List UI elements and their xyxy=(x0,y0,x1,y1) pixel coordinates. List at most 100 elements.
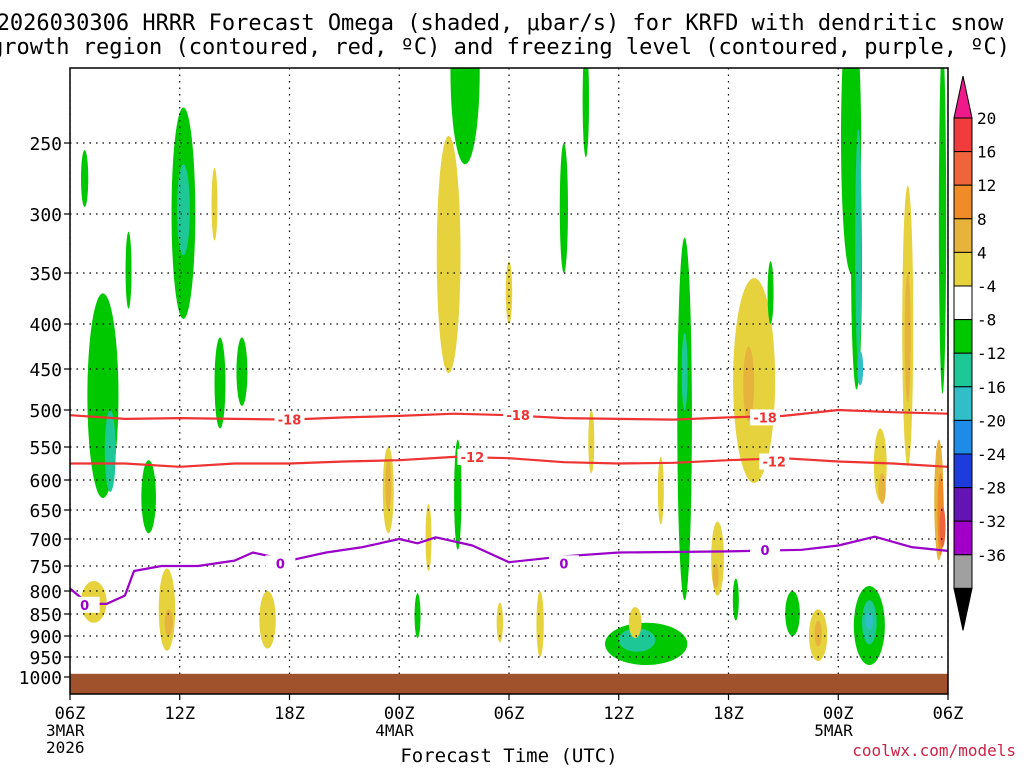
y-tick-label: 350 xyxy=(29,264,62,285)
omega-region xyxy=(559,143,568,273)
y-tick-label: 750 xyxy=(29,557,62,578)
omega-region xyxy=(767,261,774,324)
colorbar: 20 16 12 8 4 -4 -8 -12 -16 -20 -24 -28 -32 -36 xyxy=(953,75,1006,631)
y-tick-label: 400 xyxy=(29,315,62,336)
chart-title-line2: growth region (contoured, red, ºC) and f… xyxy=(0,35,1010,60)
y-tick-label: 900 xyxy=(29,627,62,648)
x-tick-date: 4MAR xyxy=(375,721,414,740)
colorbar-segment xyxy=(953,218,973,253)
colorbar-label: -28 xyxy=(977,479,1006,498)
y-tick-label: 500 xyxy=(29,401,62,422)
freezing-level-label-bg xyxy=(265,555,296,572)
dgz-isotherm-label: -12 xyxy=(762,456,786,471)
omega-region xyxy=(865,611,874,630)
x-tick-date: 3MAR xyxy=(46,721,85,740)
colorbar-segment xyxy=(953,419,973,455)
omega-region xyxy=(857,351,864,386)
grid-lines xyxy=(70,68,948,694)
omega-region xyxy=(385,460,392,510)
freezing-level-label-bg xyxy=(548,555,579,572)
colorbar-label: 8 xyxy=(977,210,987,229)
omega-region xyxy=(904,273,911,402)
y-tick-label: 450 xyxy=(29,360,62,381)
y-tick-label: 600 xyxy=(29,471,62,492)
omega-region xyxy=(618,628,656,652)
colorbar-segment xyxy=(953,487,973,522)
colorbar-label: -4 xyxy=(977,277,996,296)
omega-region xyxy=(236,337,248,406)
omega-region xyxy=(681,333,688,410)
x-tick-label: 00Z xyxy=(384,704,415,724)
colorbar-label: -12 xyxy=(977,344,1006,363)
y-tick-label: 850 xyxy=(29,605,62,626)
omega-region xyxy=(104,410,116,492)
colorbar-segment xyxy=(953,554,973,589)
colorbar-segment xyxy=(953,285,973,321)
omega-region xyxy=(259,591,276,649)
omega-region xyxy=(855,128,862,360)
x-tick-label: 18Z xyxy=(274,704,305,724)
x-tick-label: 12Z xyxy=(164,704,195,724)
x-tick-date: 5MAR xyxy=(814,721,853,740)
colorbar-label: 4 xyxy=(977,243,987,262)
x-axis-label: Forecast Time (UTC) xyxy=(400,745,617,767)
omega-region xyxy=(80,150,89,207)
colorbar-label: -36 xyxy=(977,546,1006,565)
x-tick-label: 12Z xyxy=(603,704,634,724)
colorbar-label: 16 xyxy=(977,143,996,162)
omega-region xyxy=(436,135,461,374)
omega-region xyxy=(732,578,739,621)
omega-region xyxy=(450,68,480,165)
dgz-isotherm-label-bg xyxy=(503,407,534,424)
y-tick-label: 1000 xyxy=(19,668,62,689)
omega-region xyxy=(814,620,822,647)
omega-region xyxy=(177,164,190,256)
colorbar-bottom-arrow xyxy=(953,587,973,631)
freezing-level xyxy=(70,535,948,605)
colorbar-segment xyxy=(953,520,973,556)
freezing-level-label: 0 xyxy=(80,599,89,614)
y-tick-label: 250 xyxy=(29,134,62,155)
freezing-level-label-bg xyxy=(750,541,781,558)
omega-region xyxy=(141,460,156,534)
y-tick-label: 300 xyxy=(29,205,62,226)
dgz-isotherm-label: -18 xyxy=(753,411,777,426)
colorbar-segment xyxy=(953,151,973,186)
freezing-level-label: 0 xyxy=(761,544,770,559)
y-tick-label: 950 xyxy=(29,648,62,669)
omega-region xyxy=(536,591,544,657)
omega-region xyxy=(214,337,226,429)
omega-region xyxy=(733,278,776,483)
ground-terrain xyxy=(70,673,948,694)
x-tick-label: 06Z xyxy=(55,704,86,724)
colorbar-segment xyxy=(953,386,973,421)
omega-region xyxy=(878,473,886,505)
dgz-isotherm xyxy=(70,455,948,468)
omega-region xyxy=(158,568,176,651)
colorbar-label: -16 xyxy=(977,378,1006,397)
dgz-isotherm-label-bg xyxy=(457,448,488,465)
ground-fill xyxy=(70,673,948,694)
y-tick-label: 650 xyxy=(29,501,62,522)
credit-link[interactable]: coolwx.com/models xyxy=(852,741,1016,760)
omega-region xyxy=(414,593,421,639)
colorbar-segment xyxy=(953,117,973,153)
freezing-level-label-bg xyxy=(70,596,100,613)
dgz-isotherm-label: -18 xyxy=(506,409,530,424)
dgz-isotherm-label-bg xyxy=(750,409,781,426)
omega-shading xyxy=(80,68,947,666)
colorbar-label: -20 xyxy=(977,411,1006,430)
omega-region xyxy=(743,346,755,422)
y-tick-label: 700 xyxy=(29,530,62,551)
omega-region xyxy=(657,456,664,525)
omega-region xyxy=(582,68,590,158)
omega-region xyxy=(712,563,719,589)
y-axis: 2503003504004505005506006507007508008509… xyxy=(19,134,70,689)
omega-region xyxy=(588,410,595,474)
isotherm-lines: -18 -18 -18 -12 -12 0 0 0 0 xyxy=(70,407,948,614)
omega-region xyxy=(125,231,132,309)
colorbar-top-arrow xyxy=(953,75,973,119)
x-tick-label: 00Z xyxy=(823,704,854,724)
